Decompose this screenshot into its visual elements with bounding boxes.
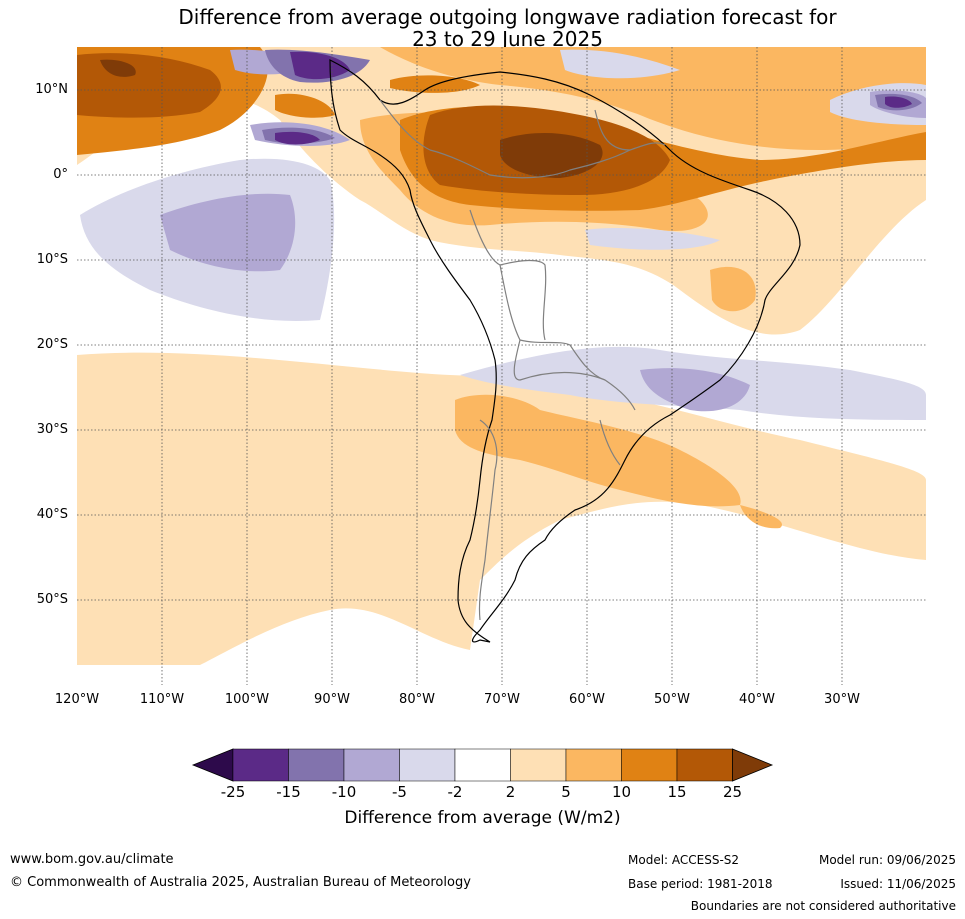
colorbar-tick-label: 15 — [667, 783, 687, 801]
colorbar-segment — [565, 748, 622, 782]
latitude-label: 10°N — [35, 82, 68, 97]
longitude-label: 60°W — [569, 692, 605, 707]
anomaly-region-light-orange-south — [77, 352, 926, 665]
anomaly-region-medium-orange-sw — [455, 394, 741, 507]
colorbar — [191, 748, 774, 782]
anomaly-region-darkest-brown — [100, 59, 603, 178]
anomaly-field — [77, 47, 926, 685]
longitude-label: 110°W — [139, 692, 185, 707]
colorbar-tick-label: 5 — [561, 783, 571, 801]
colorbar-segment — [288, 748, 345, 782]
colorbar-tick-label: -10 — [331, 783, 357, 801]
colorbar-arrow-low — [191, 748, 234, 782]
footer-issued: Issued: 11/06/2025 — [840, 877, 956, 891]
longitude-label: 80°W — [399, 692, 435, 707]
footer-model: Model: ACCESS-S2 — [628, 853, 740, 867]
longitude-label: 40°W — [739, 692, 775, 707]
latitude-label: 10°S — [36, 252, 68, 267]
latitude-label: 0° — [53, 167, 68, 182]
longitude-label: 70°W — [484, 692, 520, 707]
latitude-label: 40°S — [36, 507, 68, 522]
footer-base-period: Base period: 1981-2018 — [628, 877, 773, 891]
anomaly-region-dark-purple — [275, 51, 912, 145]
colorbar-tick-label: 10 — [611, 783, 632, 801]
latitude-label: 30°S — [36, 422, 68, 437]
colorbar-tick-label: -5 — [392, 783, 407, 801]
colorbar-title: Difference from average (W/m2) — [344, 808, 621, 828]
longitude-label: 30°W — [824, 692, 860, 707]
colorbar-tick-label: 25 — [722, 783, 743, 801]
colorbar-segment — [621, 748, 678, 782]
south-america-coastline — [329, 59, 801, 643]
longitude-label: 120°W — [54, 692, 100, 707]
longitude-label: 50°W — [654, 692, 690, 707]
colorbar-segment — [454, 748, 511, 782]
colorbar-segment — [676, 748, 733, 782]
colorbar-segment — [343, 748, 400, 782]
colorbar-tick-label: -2 — [447, 783, 463, 801]
latitude-label: 20°S — [36, 337, 68, 352]
map-title-line1: Difference from average outgoing longwav… — [178, 5, 837, 29]
footer-model-run: Model run: 09/06/2025 — [818, 853, 956, 867]
colorbar-segment — [232, 748, 289, 782]
country-borders — [379, 99, 666, 621]
footer-disclaimer: Boundaries are not considered authoritat… — [690, 899, 956, 913]
colorbar-tick-label: -25 — [220, 783, 246, 801]
colorbar-tick-label: 2 — [505, 783, 516, 801]
longitude-label: 90°W — [314, 692, 350, 707]
latitude-label: 50°S — [36, 592, 68, 607]
colorbar-tick-label: -15 — [276, 783, 301, 801]
colorbar-arrow-high — [732, 748, 774, 782]
footer-copyright: © Commonwealth of Australia 2025, Austra… — [10, 875, 471, 890]
longitude-label: 100°W — [224, 692, 270, 707]
colorbar-segment — [510, 748, 567, 782]
graticule — [77, 47, 926, 685]
footer-url: www.bom.gov.au/climate — [10, 852, 174, 867]
colorbar-segment — [399, 748, 456, 782]
